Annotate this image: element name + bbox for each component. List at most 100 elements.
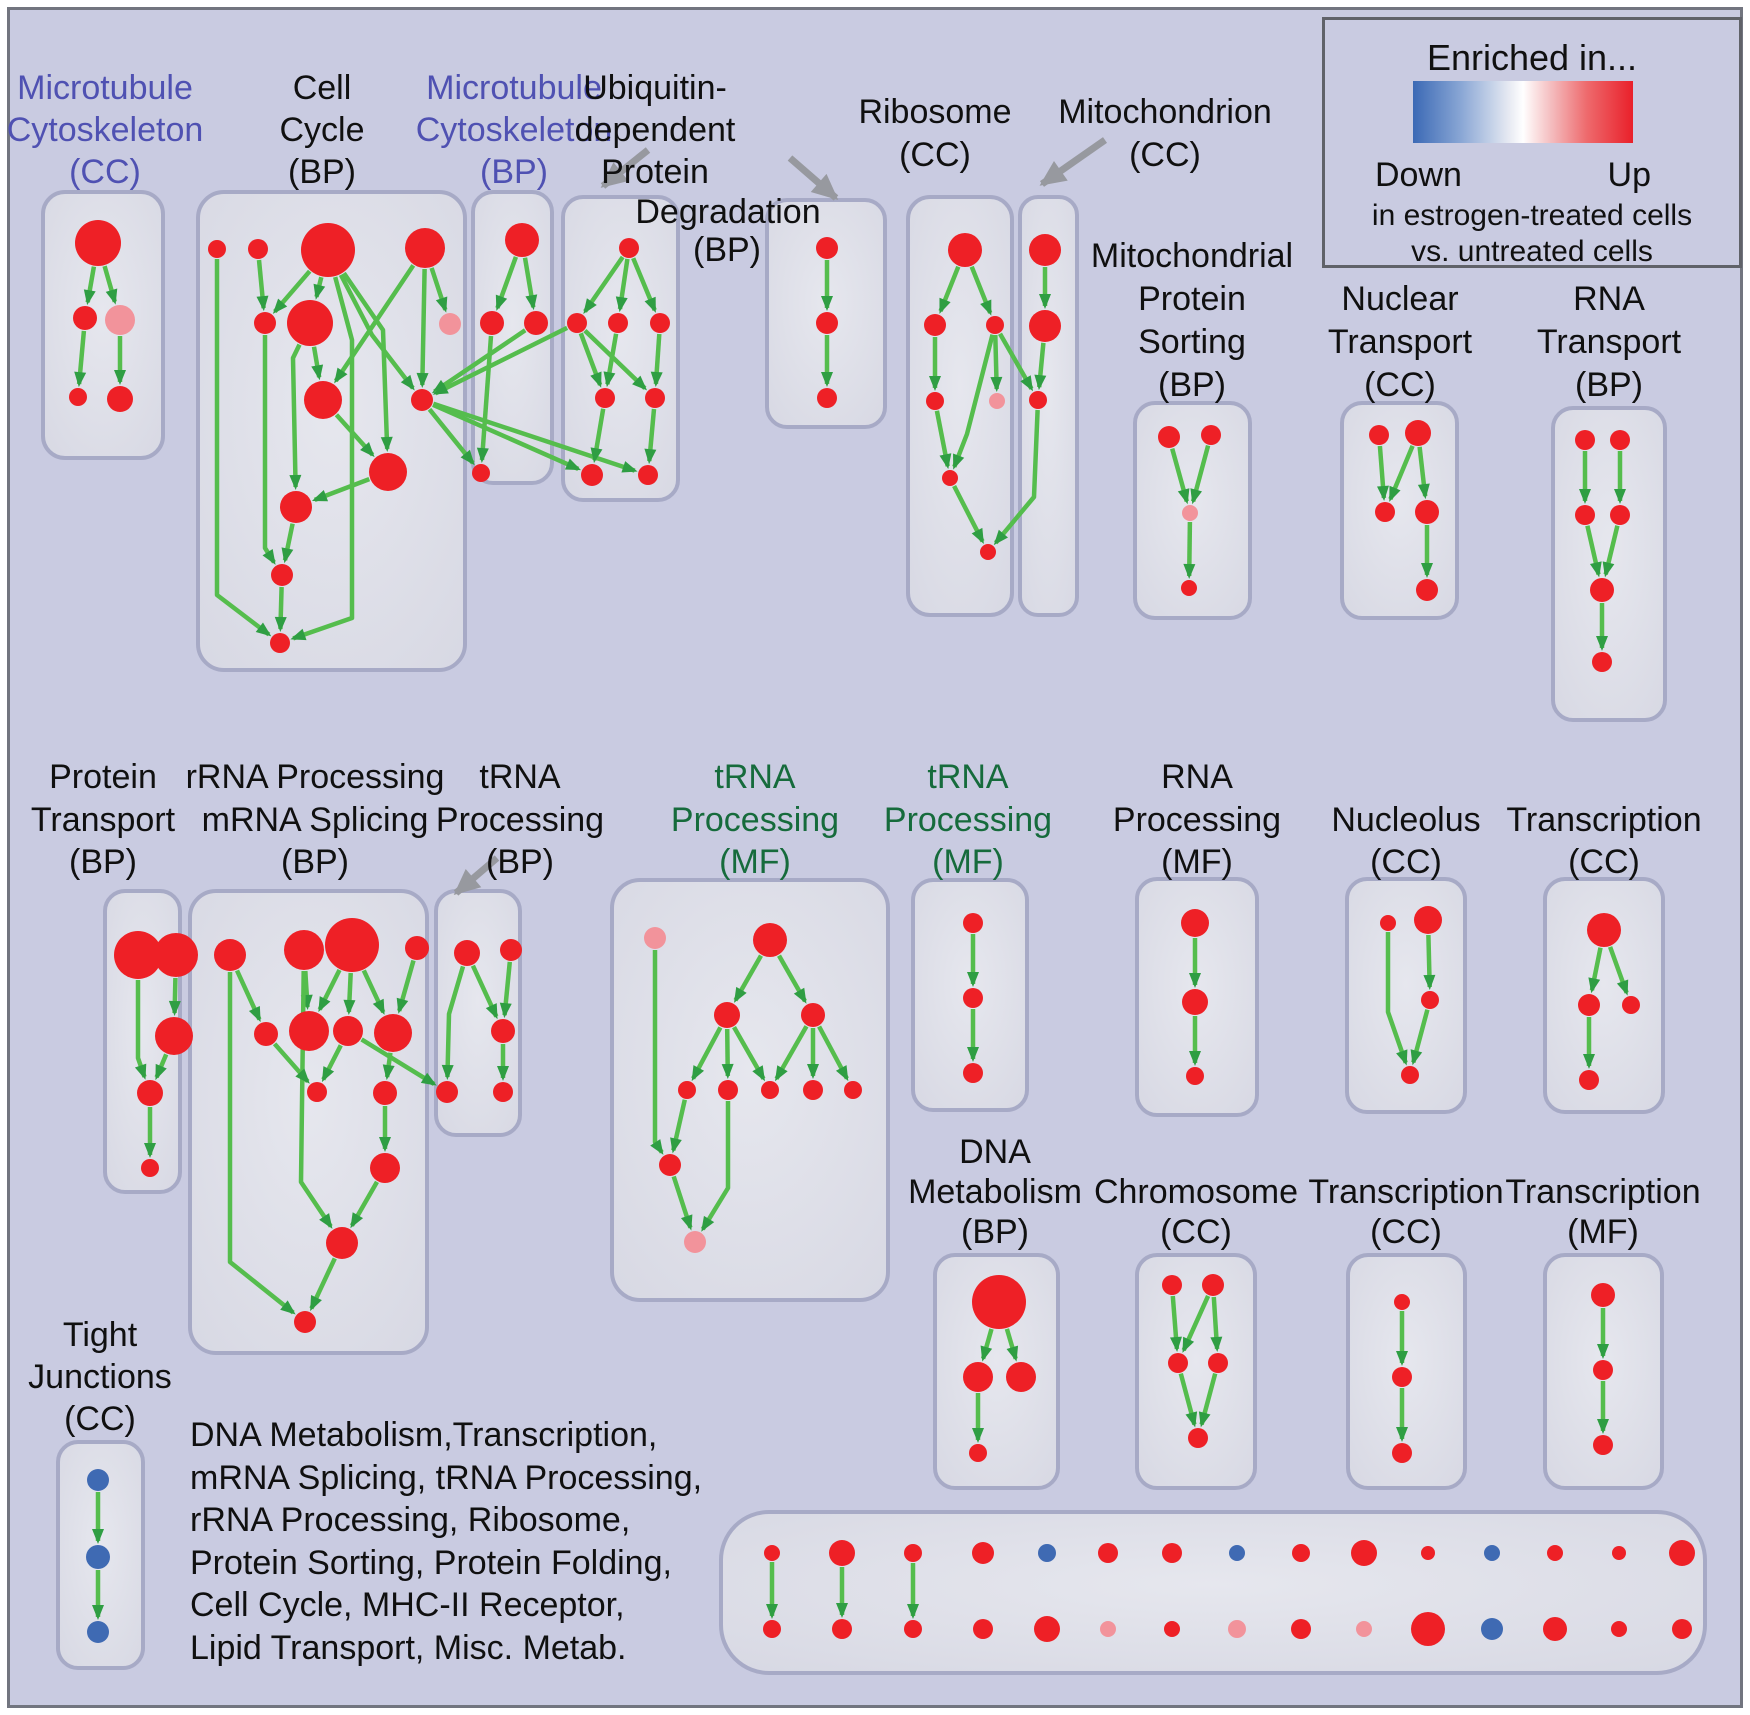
legend-gradient-bar (1413, 81, 1633, 143)
legend-box: Enriched in... Down Up in estrogen-treat… (1322, 17, 1742, 268)
go-term-node-rib-d (926, 392, 944, 410)
edge-pt-a-pt-d (134, 980, 147, 1080)
go-term-node-cc-k (271, 564, 293, 586)
go-term-node-rr-d (405, 936, 429, 960)
go-term-node-rp-b (1182, 989, 1208, 1015)
edge-mito-c-rib-g (993, 409, 1040, 546)
go-term-node-mtcc-c (105, 305, 135, 335)
edge-mps-c-mps-d (1183, 521, 1196, 579)
go-term-node-rt-a (1575, 430, 1595, 450)
edge-cc-i-mtbp-d (427, 407, 475, 466)
go-term-node-rib-a (948, 233, 982, 267)
go-term-node-rr-k (370, 1153, 400, 1183)
go-term-node-m14t (1612, 1546, 1626, 1560)
go-term-node-dm-a (972, 1275, 1026, 1329)
edge-cc-x-cc-j (311, 476, 371, 503)
go-term-node-tm-c (714, 1002, 740, 1028)
edge-cc-c-cc-e (272, 269, 312, 314)
edge-rr-c-rr-f (317, 968, 342, 1013)
label-pointer-arrow-1 (600, 147, 651, 189)
edge-pt-b-pt-c (168, 977, 181, 1016)
go-term-node-cc-g (439, 313, 461, 335)
go-term-node-mito-c (1029, 391, 1047, 409)
go-term-node-m11b (1411, 1612, 1445, 1646)
go-term-node-m5b (1034, 1616, 1060, 1642)
go-term-node-m1t (764, 1545, 780, 1561)
edge-cc-c-cc-i (338, 273, 415, 391)
go-term-node-cc-i (411, 389, 433, 411)
legend-up-label: Up (1607, 156, 1651, 194)
edge-ub-b-ub-f (583, 328, 648, 391)
go-term-node-m8b (1228, 1620, 1246, 1638)
go-term-node-t2-d (1579, 1070, 1599, 1090)
edge-nt-b-nt-c (1388, 445, 1415, 502)
edge-nu-b-nu-c (1423, 934, 1436, 990)
go-term-node-rr-l (326, 1227, 358, 1259)
cluster-box-transcription-cc-row2 (1543, 877, 1665, 1114)
go-term-node-m12t (1484, 1545, 1500, 1561)
go-term-node-mtbp-d (472, 464, 490, 482)
go-term-node-tm-i (844, 1081, 862, 1099)
go-term-node-m15t (1669, 1540, 1695, 1566)
edge-cc-k-cc-l (274, 586, 287, 632)
go-term-node-tm3-c (1593, 1435, 1613, 1455)
go-term-node-t2-b (1578, 994, 1600, 1016)
label-pointer-arrow-4 (453, 855, 500, 896)
edge-rr-g-trbp-d (360, 1037, 437, 1087)
edge-ch-b-ch-c (1181, 1294, 1211, 1353)
edge-ub-a-ub-d (631, 257, 657, 313)
edge-ch-b-ch-d (1210, 1296, 1223, 1352)
edge-cc-d-cc-i (416, 268, 429, 388)
go-term-node-tn-b (963, 988, 983, 1008)
go-term-node-mps-a (1158, 426, 1180, 448)
go-term-node-ubv-c (817, 388, 837, 408)
label-pointer-arrow-2 (787, 155, 839, 201)
go-term-node-t3-c (1392, 1443, 1412, 1463)
edge-rib-d-rib-f (934, 410, 952, 470)
edge-ch-a-ch-c (1169, 1295, 1182, 1352)
cluster-box-chromosome-cc (1135, 1253, 1257, 1490)
go-term-node-m10b (1356, 1621, 1372, 1637)
go-term-node-rr-h (374, 1014, 412, 1052)
edge-mps-a-mps-c (1170, 448, 1190, 505)
edge-cc-f-cc-h (311, 346, 324, 381)
go-term-node-rib-g (980, 544, 996, 560)
go-term-node-ub-e (595, 388, 615, 408)
edge-trbp-b-trbp-c (499, 961, 513, 1019)
legend-subtitle-line2: vs. untreated cells (1411, 235, 1653, 268)
edge-cc-h-cc-x (334, 413, 375, 458)
go-term-node-nu-b (1414, 906, 1442, 934)
go-term-node-rr-b (284, 930, 324, 970)
go-term-node-dm-c (1006, 1362, 1036, 1392)
go-term-node-tj-a (87, 1469, 109, 1491)
go-term-node-tm3-b (1593, 1360, 1613, 1380)
nodes (69, 220, 1695, 1646)
go-term-node-m4b (973, 1619, 993, 1639)
go-term-node-m8t (1229, 1545, 1245, 1561)
edge-tm-d-tm-g (774, 1025, 809, 1082)
go-term-node-rr-e (254, 1022, 278, 1046)
go-term-node-cc-d (405, 228, 445, 268)
go-term-node-trbp-a (454, 940, 480, 966)
edge-t2-a-t2-c (1607, 946, 1629, 996)
edge-tm-c-tm-g (732, 1025, 766, 1082)
go-term-node-ub-c (608, 313, 628, 333)
go-term-node-nu-a (1380, 915, 1396, 931)
go-term-node-m2b (832, 1619, 852, 1639)
go-term-node-ub-f (645, 388, 665, 408)
go-term-node-ubv-b (816, 312, 838, 334)
edge-ub-d-ub-f (650, 333, 663, 387)
go-term-node-ch-b (1202, 1274, 1224, 1296)
go-term-node-cc-a (208, 240, 226, 258)
go-term-node-mtcc-e (107, 386, 133, 412)
cluster-box-nuclear-transport-cc (1340, 401, 1459, 620)
go-term-node-ubv-a (816, 237, 838, 259)
edge-tm-j-tm-k (671, 1175, 693, 1231)
go-term-node-trbp-b (500, 939, 522, 961)
go-term-node-m6b (1100, 1621, 1116, 1637)
go-term-node-rp-c (1186, 1067, 1204, 1085)
go-term-node-t3-b (1392, 1367, 1412, 1387)
go-term-node-mtcc-d (69, 388, 87, 406)
go-term-node-nt-d (1415, 500, 1439, 524)
